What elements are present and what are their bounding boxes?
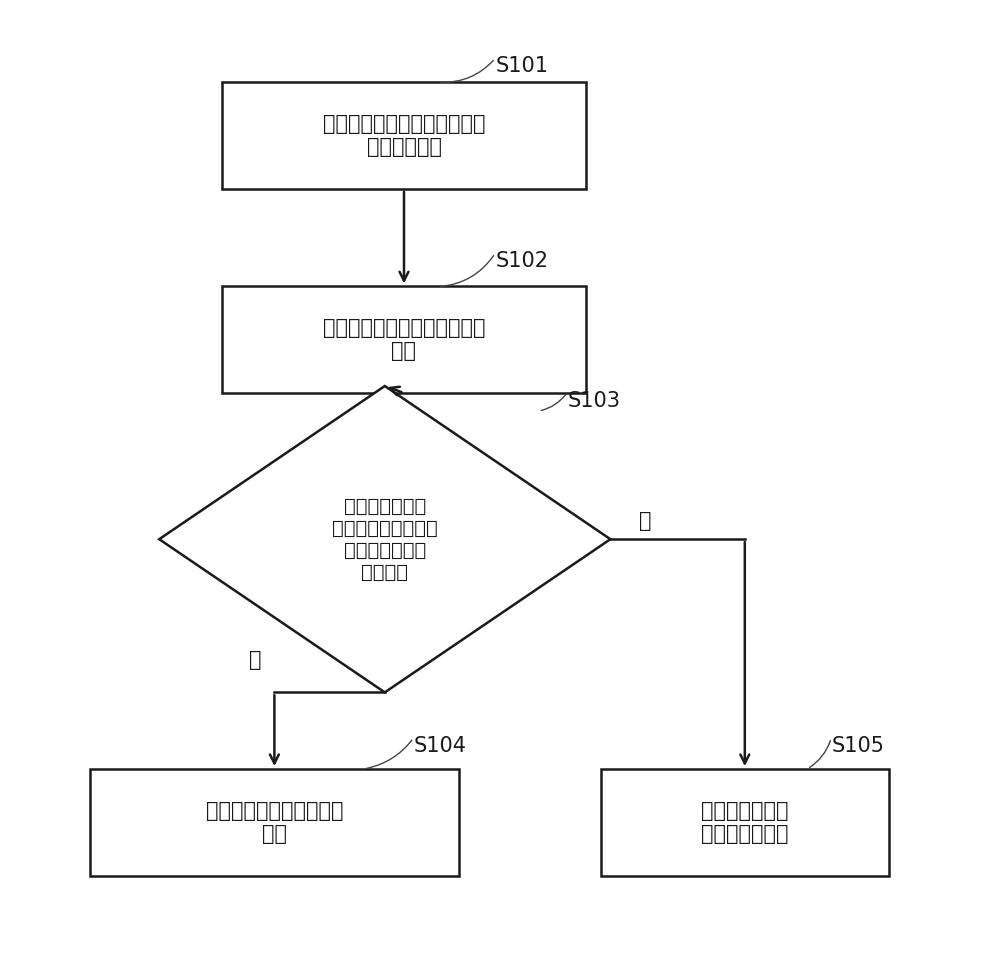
Text: 是: 是: [249, 650, 261, 670]
Bar: [222, 82, 586, 189]
Text: 不与检测到的设
备建立通信连接: 不与检测到的设 备建立通信连接: [701, 801, 789, 844]
Text: 通过短距离通信技术检测预定
范围内的设备: 通过短距离通信技术检测预定 范围内的设备: [323, 114, 485, 157]
Text: 比较读取的标识
信息与预先选定设备
对应的标识信息
是否一致: 比较读取的标识 信息与预先选定设备 对应的标识信息 是否一致: [332, 497, 438, 582]
Bar: [222, 286, 586, 393]
Text: S105: S105: [831, 736, 884, 756]
Text: 与检测到的设备建立通信
连接: 与检测到的设备建立通信 连接: [206, 801, 343, 844]
Text: S102: S102: [495, 251, 548, 272]
Bar: [90, 769, 459, 876]
Text: S103: S103: [567, 391, 620, 411]
Text: S101: S101: [495, 56, 548, 76]
Text: 读取检测到的设备对应的标识
信息: 读取检测到的设备对应的标识 信息: [323, 318, 485, 362]
Text: S104: S104: [414, 736, 467, 756]
Bar: [601, 769, 889, 876]
Text: 否: 否: [639, 511, 652, 531]
Polygon shape: [159, 386, 610, 692]
